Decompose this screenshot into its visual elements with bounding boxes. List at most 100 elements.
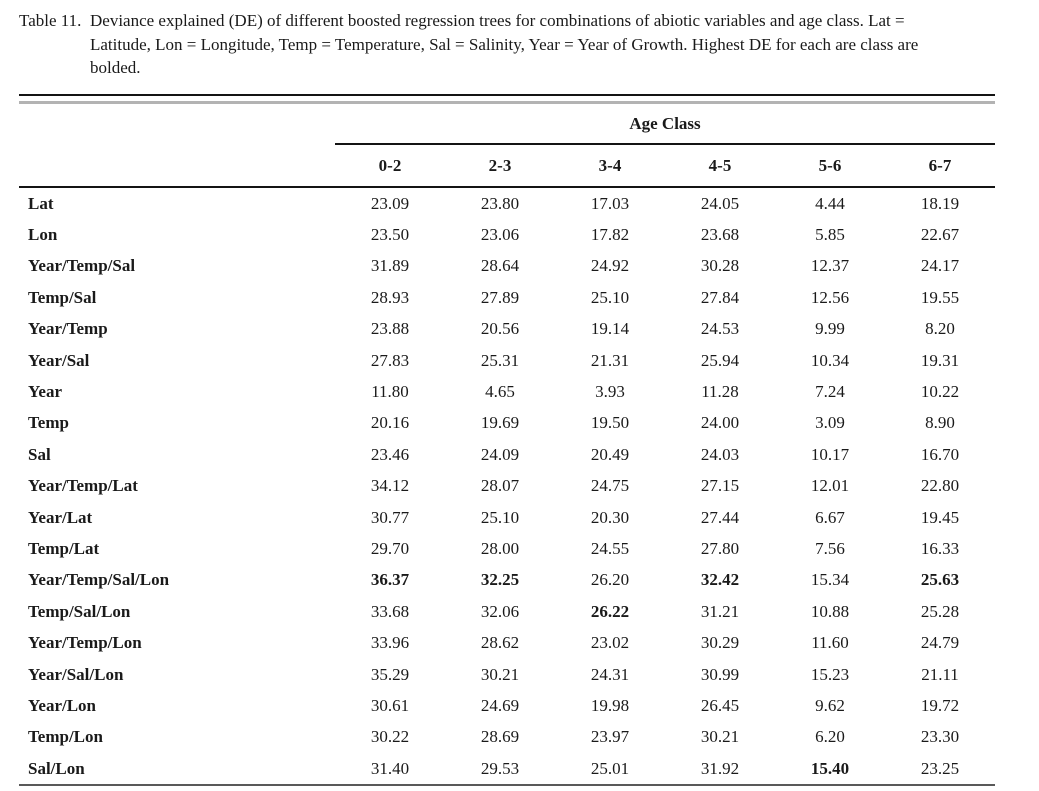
cell-value: 31.89 xyxy=(370,256,410,276)
cell-value: 23.50 xyxy=(370,225,410,245)
cell-value: 23.06 xyxy=(480,225,520,245)
cell-value: 19.50 xyxy=(590,413,630,433)
cell-value: 5.85 xyxy=(815,225,845,245)
cell-value: 20.49 xyxy=(590,444,630,464)
row-label: Temp/Sal xyxy=(28,287,97,307)
cell-value: 26.45 xyxy=(700,695,740,715)
row-label: Sal/Lon xyxy=(28,758,85,778)
cell-value: 11.60 xyxy=(811,633,849,653)
cell-value: 21.31 xyxy=(590,350,630,370)
cell-value: 6.67 xyxy=(815,507,845,527)
cell-value: 32.25 xyxy=(480,570,520,590)
cell-value: 33.96 xyxy=(370,633,410,653)
table-top-rule-gap xyxy=(19,96,995,101)
cell-value: 27.44 xyxy=(700,507,740,527)
table-header: Age Class 0-2 2-3 3-4 4-5 5-6 6-7 xyxy=(19,104,995,188)
row-label: Year/Temp/Sal/Lon xyxy=(28,570,170,590)
row-label: Lon xyxy=(28,225,58,245)
cell-value: 33.68 xyxy=(370,601,410,621)
row-label: Year/Temp/Sal xyxy=(28,256,136,276)
cell-value: 19.98 xyxy=(590,695,630,715)
deviance-table: Age Class 0-2 2-3 3-4 4-5 5-6 6-7 Lat 23… xyxy=(19,94,995,787)
table-caption: Table 11. Deviance explained (DE) of dif… xyxy=(19,9,995,80)
cell-value: 29.53 xyxy=(480,758,520,778)
cell-value: 24.03 xyxy=(700,444,740,464)
cell-value: 28.69 xyxy=(480,727,520,747)
cell-value: 24.00 xyxy=(700,413,740,433)
cell-value: 29.70 xyxy=(370,538,410,558)
cell-value: 30.28 xyxy=(700,256,740,276)
table-body: Lat 23.09 23.80 17.03 24.05 4.44 18.19 L… xyxy=(19,188,995,787)
cell-value: 24.09 xyxy=(480,444,520,464)
cell-value: 8.20 xyxy=(925,319,955,339)
column-header-5-6: 5-6 xyxy=(818,155,842,175)
cell-value: 23.80 xyxy=(480,193,520,213)
cell-value: 27.15 xyxy=(700,476,740,496)
cell-value: 15.23 xyxy=(810,664,850,684)
cell-value: 25.31 xyxy=(480,350,520,370)
column-header-2-3: 2-3 xyxy=(488,155,512,175)
cell-value: 24.79 xyxy=(920,633,960,653)
cell-value: 31.21 xyxy=(700,601,740,621)
cell-value: 30.29 xyxy=(700,633,740,653)
cell-value: 3.93 xyxy=(595,382,625,402)
cell-value: 31.40 xyxy=(370,758,410,778)
row-label: Temp/Lon xyxy=(28,727,103,747)
cell-value: 8.90 xyxy=(925,413,955,433)
cell-value: 21.11 xyxy=(921,664,959,684)
cell-value: 4.44 xyxy=(815,193,845,213)
cell-value: 19.45 xyxy=(920,507,960,527)
cell-value: 16.33 xyxy=(920,538,960,558)
cell-value: 20.16 xyxy=(370,413,410,433)
cell-value: 23.88 xyxy=(370,319,410,339)
cell-value: 36.37 xyxy=(370,570,410,590)
column-header-3-4: 3-4 xyxy=(598,155,622,175)
row-label: Year/Temp xyxy=(28,319,108,339)
cell-value: 26.22 xyxy=(590,601,630,621)
cell-value: 23.30 xyxy=(920,727,960,747)
row-label: Temp xyxy=(28,413,69,433)
row-label: Temp/Lat xyxy=(28,538,100,558)
cell-value: 25.63 xyxy=(920,570,960,590)
caption-line-1: Deviance explained (DE) of different boo… xyxy=(90,11,905,30)
cell-value: 7.56 xyxy=(815,538,845,558)
cell-value: 7.24 xyxy=(815,382,845,402)
cell-value: 24.31 xyxy=(590,664,630,684)
header-corner xyxy=(19,145,335,186)
cell-value: 27.80 xyxy=(700,538,740,558)
row-label: Year/Temp/Lat xyxy=(28,476,138,496)
cell-value: 18.19 xyxy=(920,193,960,213)
row-label: Year/Lat xyxy=(28,507,93,527)
cell-value: 19.14 xyxy=(590,319,630,339)
caption-line-2: Latitude, Lon = Longitude, Temp = Temper… xyxy=(90,34,919,54)
cell-value: 12.37 xyxy=(810,256,850,276)
cell-value: 30.21 xyxy=(480,664,520,684)
caption-label: Table 11. xyxy=(19,11,82,30)
cell-value: 25.01 xyxy=(590,758,630,778)
header-corner xyxy=(19,104,335,143)
cell-value: 28.93 xyxy=(370,287,410,307)
cell-value: 23.02 xyxy=(590,633,630,653)
row-label: Year xyxy=(28,382,62,402)
cell-value: 28.00 xyxy=(480,538,520,558)
cell-value: 25.94 xyxy=(700,350,740,370)
cell-value: 11.80 xyxy=(371,382,409,402)
cell-value: 28.62 xyxy=(480,633,520,653)
cell-value: 10.17 xyxy=(810,444,850,464)
row-label: Sal xyxy=(28,444,51,464)
cell-value: 30.61 xyxy=(370,695,410,715)
cell-value: 20.56 xyxy=(480,319,520,339)
row-label: Temp/Sal/Lon xyxy=(28,601,131,621)
caption-line-3: bolded. xyxy=(90,58,141,77)
cell-value: 25.10 xyxy=(480,507,520,527)
cell-value: 24.17 xyxy=(920,256,960,276)
cell-value: 10.88 xyxy=(810,601,850,621)
cell-value: 31.92 xyxy=(700,758,740,778)
cell-value: 19.72 xyxy=(920,695,960,715)
cell-value: 30.22 xyxy=(370,727,410,747)
cell-value: 24.69 xyxy=(480,695,520,715)
cell-value: 30.99 xyxy=(700,664,740,684)
cell-value: 12.01 xyxy=(810,476,850,496)
cell-value: 24.55 xyxy=(590,538,630,558)
cell-value: 10.34 xyxy=(810,350,850,370)
